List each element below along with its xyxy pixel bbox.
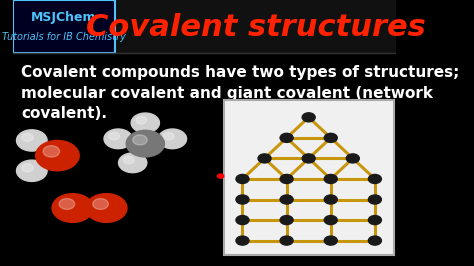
Circle shape — [133, 135, 147, 145]
Circle shape — [22, 134, 33, 142]
Circle shape — [280, 195, 293, 204]
Circle shape — [109, 132, 119, 140]
Text: Covalent structures: Covalent structures — [86, 13, 426, 43]
Circle shape — [368, 215, 382, 225]
Circle shape — [126, 130, 164, 157]
Circle shape — [236, 236, 249, 245]
Circle shape — [86, 194, 127, 222]
Circle shape — [218, 174, 224, 178]
FancyBboxPatch shape — [224, 100, 394, 255]
Text: Covalent compounds have two types of structures;
molecular covalent and giant co: Covalent compounds have two types of str… — [21, 65, 459, 121]
Circle shape — [280, 133, 293, 142]
Circle shape — [324, 215, 337, 225]
FancyBboxPatch shape — [13, 0, 396, 53]
Circle shape — [22, 164, 33, 172]
Circle shape — [280, 215, 293, 225]
Circle shape — [118, 153, 147, 173]
Circle shape — [43, 146, 60, 157]
Circle shape — [324, 174, 337, 184]
Circle shape — [158, 129, 187, 149]
Circle shape — [236, 174, 249, 184]
Circle shape — [368, 236, 382, 245]
Circle shape — [104, 129, 132, 149]
Circle shape — [258, 154, 271, 163]
Circle shape — [17, 160, 47, 181]
Circle shape — [280, 236, 293, 245]
Circle shape — [324, 195, 337, 204]
Circle shape — [52, 194, 93, 222]
Circle shape — [324, 236, 337, 245]
Circle shape — [59, 198, 75, 209]
Circle shape — [131, 113, 159, 133]
Circle shape — [324, 133, 337, 142]
Circle shape — [236, 215, 249, 225]
Circle shape — [36, 140, 79, 171]
Circle shape — [123, 156, 134, 164]
Circle shape — [368, 195, 382, 204]
Circle shape — [280, 174, 293, 184]
Circle shape — [368, 174, 382, 184]
FancyBboxPatch shape — [13, 0, 115, 53]
Circle shape — [163, 132, 174, 140]
Text: Tutorials for IB Chemistry: Tutorials for IB Chemistry — [2, 32, 126, 42]
Circle shape — [93, 198, 109, 209]
Circle shape — [136, 117, 147, 124]
Circle shape — [302, 154, 315, 163]
Circle shape — [17, 130, 47, 151]
Circle shape — [236, 195, 249, 204]
Text: MSJChem: MSJChem — [31, 11, 97, 24]
FancyBboxPatch shape — [84, 204, 95, 212]
Circle shape — [346, 154, 359, 163]
Circle shape — [302, 113, 315, 122]
